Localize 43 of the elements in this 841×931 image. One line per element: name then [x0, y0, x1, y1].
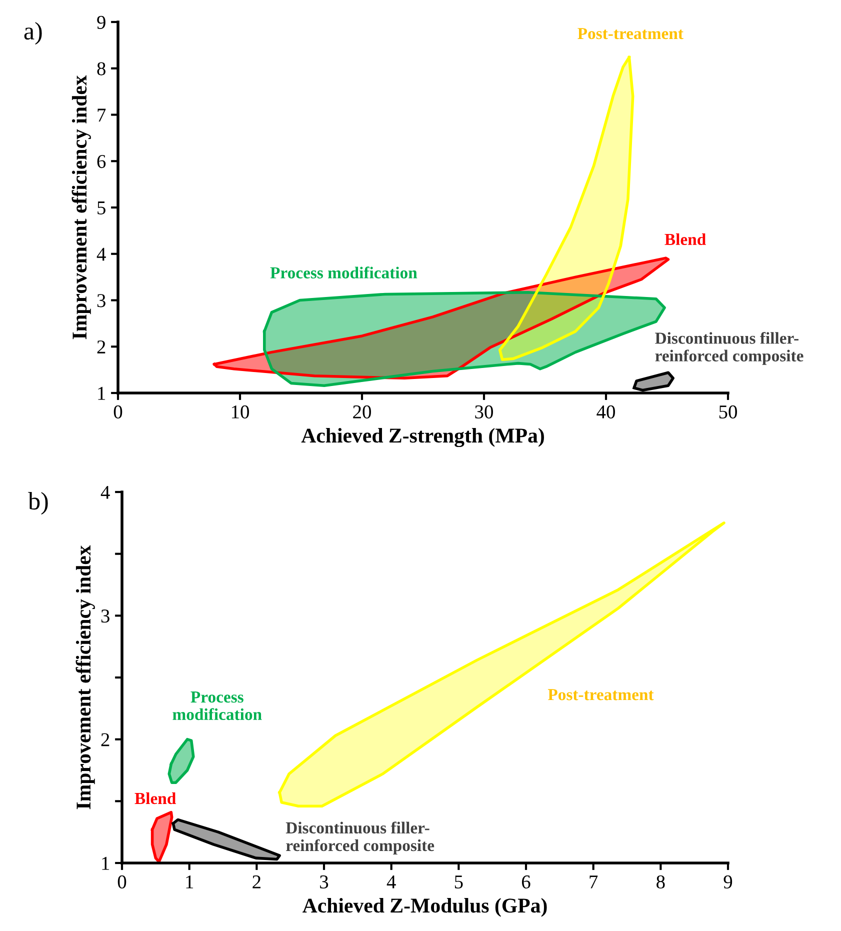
y-tick-label: 5 — [98, 202, 106, 214]
x-tick-label: 6 — [522, 875, 530, 888]
y-tick-label: 1 — [98, 386, 106, 400]
y-tick-label: 1 — [102, 856, 110, 870]
y-tick-label: 2 — [101, 733, 110, 746]
y-tick-label: 7 — [98, 108, 106, 122]
series-label: Process modification — [270, 266, 418, 278]
x-tick-label: 40 — [596, 405, 615, 418]
x-tick-label: 9 — [724, 875, 732, 888]
x-tick-label: 5 — [454, 876, 463, 888]
y-axis-title: Improvement efficiency index — [72, 75, 91, 340]
series-label: Blend — [664, 233, 706, 246]
x-tick-label: 0 — [114, 405, 122, 418]
x-axis-title: Achieved Z-strength (MPa) — [301, 428, 544, 448]
series-label: Process modification — [172, 692, 262, 720]
y-tick-label: 3 — [101, 610, 110, 623]
series-label: Post-treatment — [548, 689, 654, 700]
x-tick-label: 10 — [232, 405, 249, 418]
x-tick-label: 7 — [590, 876, 598, 888]
x-tick-label: 50 — [719, 405, 737, 418]
series-label: Discontinuous filler- reinforced composite — [655, 332, 804, 365]
x-axis-title: Achieved Z-Modulus (GPa) — [302, 898, 547, 917]
x-tick-label: 30 — [475, 405, 493, 418]
x-tick-label: 4 — [386, 876, 396, 888]
y-tick-label: 9 — [97, 16, 106, 29]
x-tick-label: 0 — [118, 875, 126, 888]
x-tick-label: 8 — [656, 875, 665, 888]
chart-title: a) — [24, 22, 42, 45]
y-tick-label: 4 — [96, 248, 106, 261]
y-tick-label: 3 — [97, 294, 106, 308]
y-axis-title: Improvement efficiency index — [76, 545, 95, 810]
y-tick-label: 4 — [100, 486, 110, 499]
x-tick-label: 1 — [186, 875, 194, 888]
x-tick-label: 3 — [320, 875, 328, 888]
y-tick-label: 8 — [97, 62, 106, 76]
chart-title: b) — [28, 492, 48, 515]
y-tick-label: 6 — [97, 154, 106, 168]
series-label: Post-treatment — [578, 28, 684, 40]
x-tick-label: 20 — [353, 405, 371, 418]
series-label: Discontinuous filler- reinforced composite — [286, 822, 434, 855]
x-tick-label: 2 — [252, 875, 260, 888]
series-label: Blend — [134, 792, 176, 804]
y-tick-label: 2 — [97, 340, 106, 354]
